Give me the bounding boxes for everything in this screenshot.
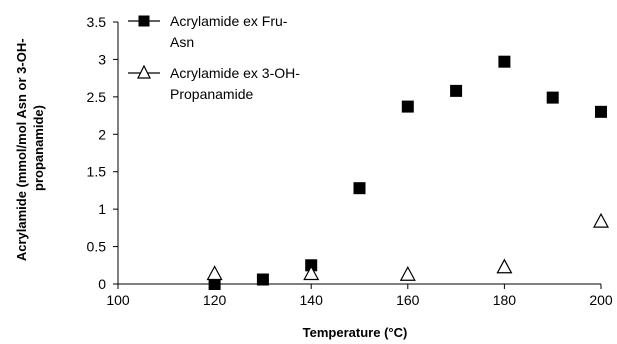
- legend-label-3-oh-propanamide-line-2: Propanamide: [170, 86, 253, 102]
- x-tick-label: 100: [106, 292, 130, 308]
- legend-label-fru-asn: Acrylamide ex Fru- Asn: [170, 13, 291, 50]
- data-point-fru-asn: [402, 101, 414, 113]
- legend-item-fru-asn: Acrylamide ex Fru- Asn: [128, 13, 291, 50]
- data-point-3-oh-propanamide: [497, 260, 511, 273]
- x-tick-label: 120: [203, 292, 227, 308]
- data-point-3-oh-propanamide: [401, 267, 415, 280]
- data-point-fru-asn: [450, 85, 462, 97]
- y-axis-title: Acrylamide (mmol/mol Asn or 3-OH- propan…: [14, 35, 46, 261]
- legend-label-3-oh-propanamide: Acrylamide ex 3-OH- Propanamide: [170, 65, 304, 102]
- legend-marker-filled-square: [139, 16, 150, 27]
- x-axis-title: Temperature (°C): [303, 325, 408, 340]
- legend-item-3-oh-propanamide: Acrylamide ex 3-OH- Propanamide: [128, 65, 304, 102]
- x-tick-label: 200: [589, 292, 613, 308]
- y-tick-label: 1.5: [87, 164, 107, 180]
- x-tick-label: 180: [493, 292, 517, 308]
- data-points: [208, 56, 608, 290]
- data-point-3-oh-propanamide: [208, 267, 222, 280]
- y-tick-label: 0.5: [87, 239, 107, 255]
- data-point-3-oh-propanamide: [594, 214, 608, 227]
- y-tick-label: 2.5: [87, 89, 107, 105]
- x-tick-label: 140: [300, 292, 324, 308]
- data-point-fru-asn: [257, 274, 269, 286]
- data-point-fru-asn: [354, 182, 366, 194]
- y-axis-title-line-1: Acrylamide (mmol/mol Asn or 3-OH-: [14, 38, 29, 261]
- y-tick-label: 3: [98, 51, 106, 67]
- legend-marker-open-triangle: [138, 66, 150, 78]
- data-point-fru-asn: [498, 56, 510, 68]
- legend-label-fru-asn-line-2: Asn: [170, 34, 194, 50]
- y-tick-label: 3.5: [87, 14, 107, 30]
- axis-ticks: 100 120 140 160 180 200 0 0.5 1 1.5 2 2.5 3 3.5: [87, 14, 613, 308]
- x-tick-label: 160: [396, 292, 420, 308]
- y-tick-label: 2: [98, 126, 106, 142]
- y-axis-title-line-2: propanamide): [31, 105, 46, 191]
- axes: [118, 22, 601, 284]
- legend-label-fru-asn-line-1: Acrylamide ex Fru-: [170, 13, 288, 29]
- y-tick-label: 1: [98, 201, 106, 217]
- y-tick-label: 0: [98, 276, 106, 292]
- legend: Acrylamide ex Fru- Asn Acrylamide ex 3-O…: [128, 13, 304, 102]
- data-point-fru-asn: [547, 92, 559, 104]
- legend-label-3-oh-propanamide-line-1: Acrylamide ex 3-OH-: [170, 65, 300, 81]
- data-point-fru-asn: [595, 106, 607, 118]
